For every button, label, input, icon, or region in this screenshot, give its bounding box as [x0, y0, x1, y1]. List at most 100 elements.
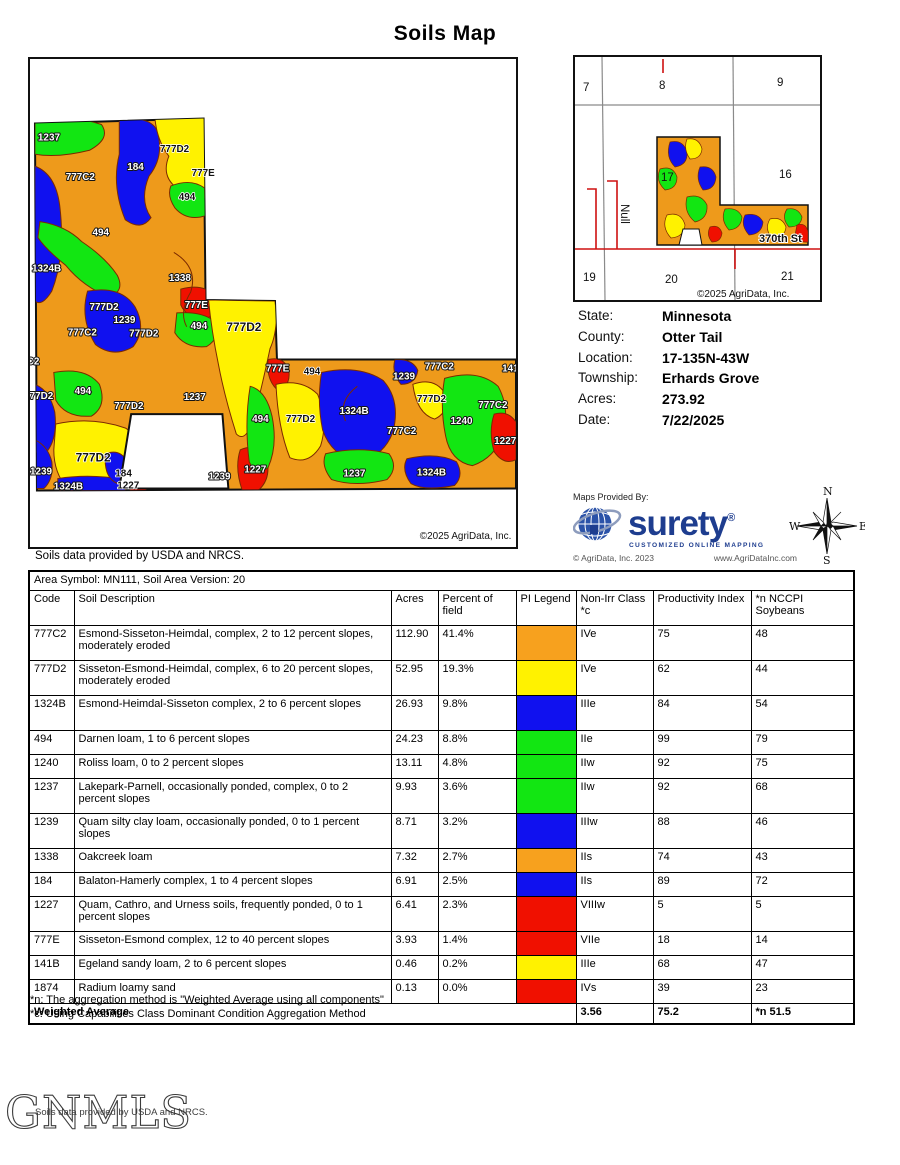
table-row: 1324B Esmond-Heimdal-Sisseton complex, 2 … [28, 695, 855, 731]
svg-text:777C2: 777C2 [30, 356, 40, 367]
agridata-copyright: © AgriData, Inc. 2023 [573, 553, 654, 563]
weighted-average-row: Weighted Average 3.56 75.2 *n 51.5 [28, 1003, 855, 1025]
table-row: 1239 Quam silty clay loam, occasionally p… [28, 813, 855, 849]
table-row: 777E Sisseton-Esmond complex, 12 to 40 pe… [28, 931, 855, 956]
svg-text:1239: 1239 [209, 472, 232, 483]
svg-text:1237: 1237 [184, 392, 207, 403]
pi-legend-swatch [515, 695, 577, 731]
svg-text:777D2: 777D2 [417, 394, 447, 405]
svg-text:1324B: 1324B [54, 481, 83, 492]
watermark-source-note: Soils data provided by USDA and NRCS. [35, 1107, 208, 1118]
svg-text:1227: 1227 [117, 480, 140, 491]
compass-s: S [823, 554, 831, 566]
svg-text:7: 7 [583, 82, 589, 94]
soils-map-figure: 1237 184 777D2 777E 494 777C2 494 1324B … [9, 117, 527, 542]
svg-text:GNMLS: GNMLS [5, 1086, 192, 1138]
info-row-state: State: Minnesota [578, 308, 732, 324]
soil-polygons [34, 118, 516, 491]
agridata-website: www.AgriDataInc.com [713, 553, 797, 563]
svg-text:17: 17 [661, 172, 674, 184]
svg-text:777E: 777E [192, 168, 216, 179]
table-header-row: Code Soil Description Acres Percent of f… [28, 590, 855, 626]
table-row: 777C2 Esmond-Sisseton-Heimdal, complex, 2… [28, 625, 855, 661]
svg-text:777D2: 777D2 [114, 401, 144, 412]
svg-text:494: 494 [304, 366, 321, 377]
plat-map-figure: 7 8 9 17 16 19 20 21 Null 370th St ©2025… [575, 56, 820, 301]
table-row: 141B Egeland sandy loam, 2 to 6 percent s… [28, 955, 855, 980]
svg-text:8: 8 [659, 80, 665, 92]
roads [575, 59, 820, 269]
svg-text:1338: 1338 [169, 273, 192, 284]
col-header-percent: Percent of field [437, 590, 517, 626]
col-header-nonirr: Non-Irr Class *c [575, 590, 654, 626]
soils-source-note: Soils data provided by USDA and NRCS. [35, 550, 245, 562]
section-labels: 7 8 9 17 16 19 20 21 [583, 77, 794, 286]
svg-text:141B: 141B [502, 363, 516, 374]
svg-text:494: 494 [75, 386, 92, 397]
svg-text:777D2: 777D2 [226, 320, 261, 334]
col-header-nccpi: *n NCCPI Soybeans [750, 590, 855, 626]
mini-field-soils [658, 138, 808, 245]
compass-e: E [859, 520, 865, 533]
pi-legend-swatch [515, 730, 577, 755]
svg-text:1227: 1227 [244, 465, 267, 476]
svg-text:777D2: 777D2 [76, 451, 111, 465]
pi-legend-swatch [515, 896, 577, 932]
surety-branding: Maps Provided By: surety® CUSTOMIZED ONL… [573, 492, 801, 563]
svg-text:777E: 777E [266, 363, 290, 374]
svg-text:1227: 1227 [494, 436, 516, 447]
field-exclusion-notch [118, 413, 230, 490]
table-row: 1240 Roliss loam, 0 to 2 percent slopes 1… [28, 754, 855, 779]
plat-map-panel: 7 8 9 17 16 19 20 21 Null 370th St ©2025… [573, 55, 822, 302]
svg-text:494: 494 [252, 414, 269, 425]
col-header-code: Code [28, 590, 75, 626]
area-symbol-row: Area Symbol: MN111, Soil Area Version: 2… [28, 570, 855, 591]
info-row-date: Date: 7/22/2025 [578, 411, 725, 428]
weighted-average-label: Weighted Average [28, 1003, 577, 1025]
footnote-n: *n: The aggregation method is "Weighted … [30, 994, 384, 1006]
pi-legend-swatch [515, 625, 577, 661]
footnote-c: *c: Using Capabilities Class Dominant Co… [30, 1007, 366, 1020]
svg-text:494: 494 [92, 228, 109, 239]
svg-text:1239: 1239 [113, 315, 136, 326]
svg-text:1240: 1240 [451, 416, 474, 427]
table-row: 1874 Radium loamy sand 0.13 0.0% IVs 39 23 [28, 979, 855, 1004]
pi-legend-swatch [515, 848, 577, 873]
table-row: 494 Darnen loam, 1 to 6 percent slopes 24… [28, 730, 855, 755]
pi-legend-swatch [515, 979, 577, 1004]
gnmls-watermark: GNMLS [4, 1086, 192, 1138]
info-row-acres: Acres: 273.92 [578, 391, 705, 408]
area-symbol: Area Symbol: MN111, Soil Area Version: 2… [28, 570, 855, 591]
road-label-370th-st: 370th St [759, 233, 802, 245]
svg-text:1324B: 1324B [417, 468, 446, 479]
pi-legend-swatch [515, 813, 577, 849]
pi-legend-swatch [515, 778, 577, 814]
svg-text:777C2: 777C2 [68, 328, 98, 339]
svg-text:777E: 777E [185, 300, 209, 311]
watermark-block: Soils data provided by USDA and NRCS. GN… [2, 1086, 262, 1138]
svg-text:1324B: 1324B [339, 406, 368, 417]
pi-legend-swatch [515, 660, 577, 696]
pi-legend-swatch [515, 872, 577, 897]
svg-text:19: 19 [583, 272, 596, 284]
svg-text:777C2: 777C2 [425, 361, 455, 372]
plat-copyright: ©2025 AgriData, Inc. [697, 289, 789, 300]
col-header-pi-legend: PI Legend [515, 590, 577, 626]
svg-text:1237: 1237 [343, 469, 366, 480]
footnotes: *n: The aggregation method is "Weighted … [30, 994, 384, 1021]
svg-text:777C2: 777C2 [66, 172, 96, 183]
pi-legend-swatch [515, 931, 577, 956]
compass-n: N [823, 485, 833, 498]
svg-text:9: 9 [777, 77, 783, 89]
col-header-description: Soil Description [73, 590, 392, 626]
svg-text:184: 184 [115, 469, 132, 480]
svg-text:777C2: 777C2 [478, 400, 508, 411]
svg-text:1324B: 1324B [32, 263, 61, 274]
table-row: 1227 Quam, Cathro, and Urness soils, freq… [28, 896, 855, 932]
globe-icon [573, 506, 622, 542]
pi-legend-swatch [515, 754, 577, 779]
maps-provided-by-label: Maps Provided By: [573, 492, 649, 502]
map-copyright: ©2025 AgriData, Inc. [420, 531, 512, 542]
svg-text:184: 184 [127, 162, 144, 173]
